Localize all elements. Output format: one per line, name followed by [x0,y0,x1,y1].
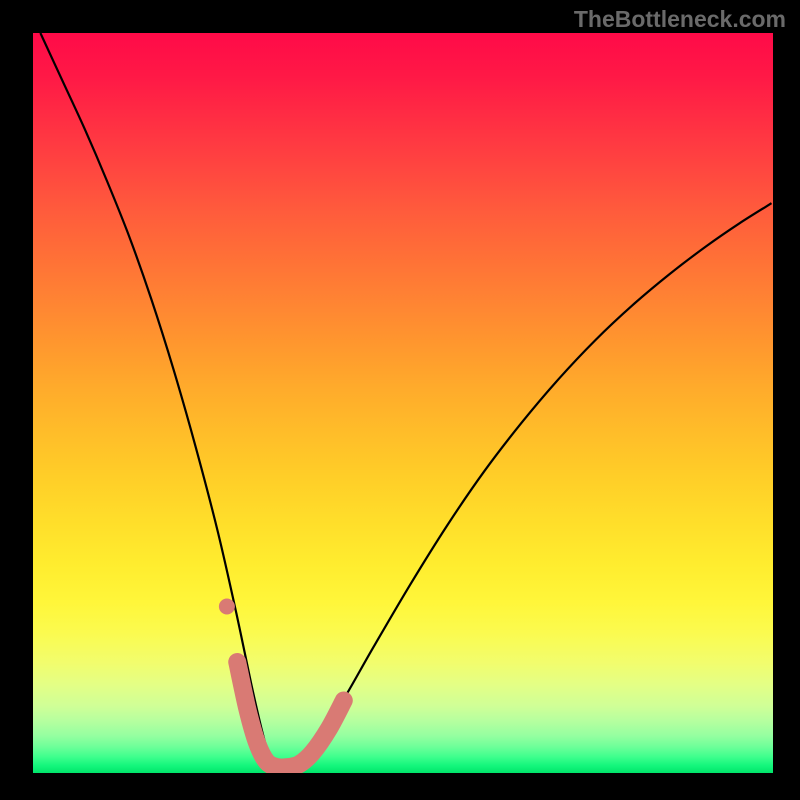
chart-stage: TheBottleneck.com [0,0,800,800]
highlight-marker [219,599,235,615]
watermark-text: TheBottleneck.com [574,6,786,33]
chart-overlay [33,33,773,773]
highlight-band [237,662,344,768]
plot-frame [33,33,773,773]
bottleneck-curve [40,33,771,770]
